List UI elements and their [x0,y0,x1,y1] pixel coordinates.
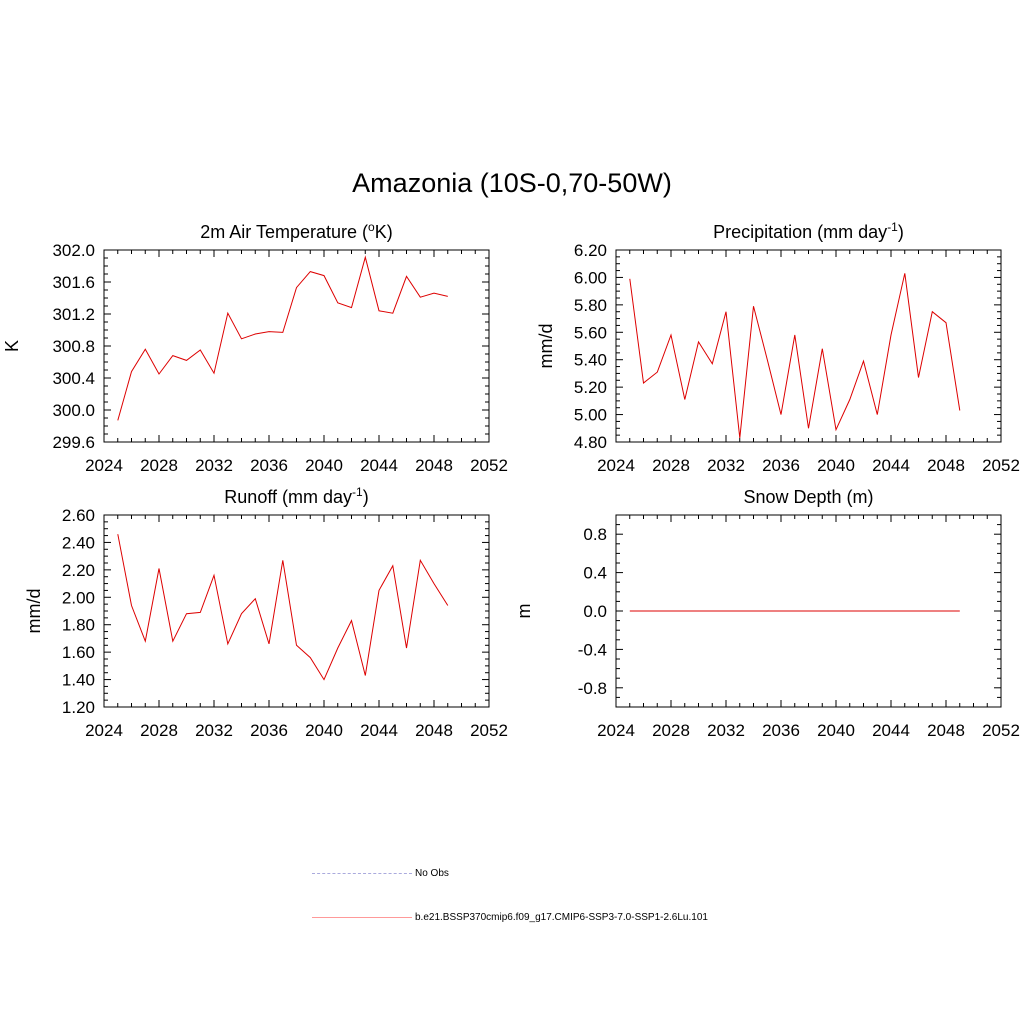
x-tick-label: 2040 [305,721,343,740]
y-tick-label: 6.20 [574,241,607,260]
x-tick-label: 2052 [982,721,1020,740]
plot-frame [103,249,490,443]
x-tick-label: 2028 [652,456,690,475]
chart-precipitation: Precipitation (mm day-1) mm/d 2024 2028 2032… [536,220,1020,475]
x-tick-label: 2032 [195,721,233,740]
y-tick-label: 300.8 [52,337,95,356]
x-tick-label: 2032 [195,456,233,475]
x-tick-label: 2036 [762,721,800,740]
y-tick-label: 302.0 [52,241,95,260]
chart-snow-depth: Snow Depth (m) m 2024 2028 2032 2036 2040 2044 2… [514,487,1020,740]
chart-runoff: Runoff (mm day-1) mm/d 2024 2028 2032 2036 204… [24,485,508,740]
x-tick-label: 2028 [140,456,178,475]
chart-air-temperature: 2m Air Temperature (oK) K 2024 2028 2032 2036… [2,220,508,475]
x-tick-label: 2040 [817,456,855,475]
x-tick-label: 2036 [250,456,288,475]
y-tick-label: 1.20 [62,698,95,717]
y-tick-label: 5.00 [574,406,607,425]
x-tick-label: 2028 [140,721,178,740]
y-tick-label: 0.8 [583,525,607,544]
chart-title: Precipitation (mm day-1) [713,220,904,242]
legend-swatch-no-obs [312,872,412,874]
legend-swatch-model-run [312,916,412,918]
y-tick-label: 300.4 [52,369,95,388]
y-tick-label: -0.8 [578,679,607,698]
x-tick-label: 2024 [85,456,123,475]
legend-item-model-run: b.e21.BSSP370cmip6.f09_g17.CMIP6-SSP3-7.… [312,909,708,925]
x-tick-label: 2044 [872,721,910,740]
series-line-runoff [117,534,449,681]
y-axis-label: K [2,340,22,352]
x-tick-label: 2048 [415,721,453,740]
series-line-air-temperature [117,255,448,421]
series-line-precipitation [629,273,961,438]
legend-label-no-obs: No Obs [415,867,449,879]
y-tick-label: -0.4 [578,640,607,659]
y-axis-label: m [514,604,534,619]
x-tick-label: 2032 [707,721,745,740]
x-tick-label: 2048 [927,456,965,475]
x-tick-label: 2028 [652,721,690,740]
y-axis-label: mm/d [536,324,556,369]
x-tick-label: 2052 [470,721,508,740]
chart-title: 2m Air Temperature (oK) [200,220,392,242]
y-tick-label: 0.0 [583,602,607,621]
x-tick-label: 2040 [305,456,343,475]
y-tick-label: 2.20 [62,561,95,580]
y-tick-label: 2.40 [62,533,95,552]
y-tick-label: 4.80 [574,433,607,452]
x-tick-label: 2024 [85,721,123,740]
x-tick-label: 2024 [597,456,635,475]
x-tick-label: 2036 [762,456,800,475]
y-tick-label: 0.4 [583,564,607,583]
x-tick-label: 2048 [927,721,965,740]
y-tick-label: 1.40 [62,671,95,690]
x-tick-label: 2044 [360,456,398,475]
x-tick-label: 2044 [872,456,910,475]
x-tick-label: 2048 [415,456,453,475]
y-tick-label: 5.80 [574,296,607,315]
y-tick-label: 1.80 [62,616,95,635]
y-tick-label: 5.20 [574,378,607,397]
legend-item-no-obs: No Obs [312,865,449,881]
page-title: Amazonia (10S-0,70-50W) [352,168,672,198]
x-tick-label: 2044 [360,721,398,740]
x-tick-label: 2052 [470,456,508,475]
chart-title: Snow Depth (m) [743,487,873,507]
y-tick-label: 5.40 [574,351,607,370]
chart-title: Runoff (mm day-1) [224,485,368,507]
plot-frame [103,514,490,708]
x-tick-label: 2032 [707,456,745,475]
x-tick-label: 2024 [597,721,635,740]
y-tick-label: 6.00 [574,268,607,287]
x-tick-label: 2040 [817,721,855,740]
y-tick-label: 2.00 [62,588,95,607]
legend-label-model-run: b.e21.BSSP370cmip6.f09_g17.CMIP6-SSP3-7.… [415,911,708,923]
y-tick-label: 1.60 [62,643,95,662]
y-tick-label: 5.60 [574,323,607,342]
y-tick-label: 301.6 [52,273,95,292]
y-tick-label: 299.6 [52,433,95,452]
y-tick-label: 301.2 [52,305,95,324]
y-tick-label: 2.60 [62,506,95,525]
x-tick-label: 2036 [250,721,288,740]
y-tick-label: 300.0 [52,401,95,420]
y-axis-label: mm/d [24,589,44,634]
x-tick-label: 2052 [982,456,1020,475]
